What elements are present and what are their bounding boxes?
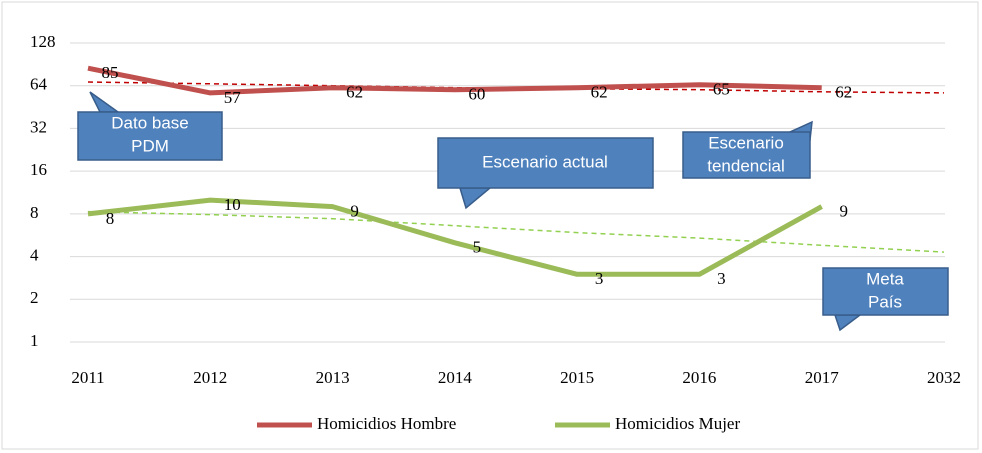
data-label: 57: [224, 88, 242, 107]
data-label: 60: [468, 85, 485, 104]
data-label: 8: [106, 209, 115, 228]
x-tick-label: 2012: [193, 368, 227, 387]
callout-actual: Escenario actual: [437, 137, 654, 210]
callout-meta: Meta País: [822, 267, 949, 332]
callout-text: Dato base: [111, 113, 189, 132]
x-tick-label: 2016: [682, 368, 716, 387]
legend-label: Homicidios Mujer: [615, 414, 740, 433]
callout-text: tendencial: [707, 156, 785, 175]
trend-line: [87, 81, 945, 94]
data-label: 65: [713, 80, 730, 99]
callout-box: [77, 111, 223, 161]
callout-box: [822, 267, 949, 316]
x-tick-label: 2017: [805, 368, 840, 387]
callout-text: Meta: [866, 269, 904, 288]
x-tick-label: 2032: [927, 368, 961, 387]
y-tick-label: 128: [30, 32, 56, 51]
y-tick-label: 1: [30, 331, 39, 350]
callout-dato-base: Dato base PDM: [77, 91, 223, 161]
legend-label: Homicidios Hombre: [317, 414, 456, 433]
data-label: 10: [224, 195, 241, 214]
series-line: [87, 65, 822, 96]
callout-text: País: [868, 292, 902, 311]
x-tick-label: 2015: [560, 368, 594, 387]
x-tick-label: 2013: [316, 368, 350, 387]
callout-tendencial: Escenario tendencial: [682, 120, 813, 179]
x-tick-label: 2014: [438, 368, 473, 387]
callout-text: Escenario actual: [482, 152, 608, 171]
data-label: 62: [346, 83, 363, 102]
data-label: 9: [839, 202, 848, 221]
y-tick-label: 2: [30, 288, 39, 307]
data-label: 62: [591, 83, 608, 102]
callout-box: [437, 137, 654, 189]
data-label: 3: [595, 269, 604, 288]
callout-text: PDM: [131, 136, 169, 155]
callout-box: [682, 131, 811, 179]
y-tick-label: 32: [30, 117, 47, 136]
data-label: 3: [717, 269, 726, 288]
data-label: 9: [350, 202, 359, 221]
y-tick-label: 64: [30, 75, 48, 94]
y-tick-label: 8: [30, 203, 39, 222]
data-label: 5: [473, 238, 482, 257]
y-tick-label: 16: [30, 160, 47, 179]
x-tick-label: 2011: [71, 368, 104, 387]
trend-line: [87, 210, 945, 253]
data-label: 85: [102, 63, 119, 82]
y-tick-label: 4: [30, 245, 39, 264]
data-label: 62: [835, 83, 852, 102]
series-line: [87, 197, 823, 277]
callout-text: Escenario: [708, 133, 784, 152]
